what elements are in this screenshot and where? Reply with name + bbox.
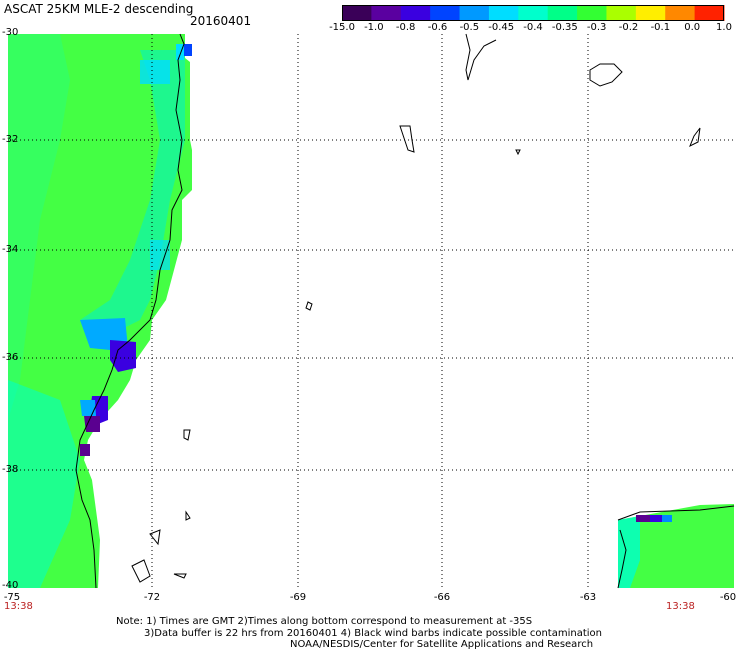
lat-label: -34 — [2, 244, 19, 255]
swath-left — [8, 34, 192, 588]
colorbar-swatch — [371, 5, 402, 21]
lat-label: -38 — [2, 464, 19, 475]
colorbar-label: -0.6 — [427, 22, 448, 33]
colorbar-label: -0.4 — [523, 22, 543, 33]
colorbar-swatch — [665, 5, 696, 21]
colorbar-swatch — [606, 5, 637, 21]
lon-label: -63 — [579, 592, 597, 603]
lon-label: -60 — [719, 592, 737, 603]
colorbar-swatch — [488, 5, 519, 21]
swath-right — [618, 504, 734, 588]
colorbar-label: -1.0 — [364, 22, 384, 33]
colorbar-label: -0.5 — [459, 22, 480, 33]
coastlines — [75, 33, 735, 589]
lon-label: -75 — [3, 592, 21, 603]
colorbar-swatch — [430, 5, 461, 21]
colorbar-label: -0.2 — [618, 22, 639, 33]
product-date: 20160401 — [190, 14, 252, 28]
lon-label: -69 — [289, 592, 307, 603]
colorbar-label: -0.3 — [586, 22, 607, 33]
colorbar-label: -0.1 — [650, 22, 671, 33]
time-label-left: 13:38 — [4, 601, 33, 612]
colorbar-swatch — [400, 5, 431, 21]
colorbar-swatch — [577, 5, 607, 21]
colorbar — [342, 5, 724, 21]
colorbar-label: -15.0 — [329, 22, 355, 33]
colorbar-swatch — [547, 5, 578, 21]
colorbar-swatches — [342, 5, 725, 21]
lon-label: -66 — [433, 592, 451, 603]
lat-label: -40 — [2, 580, 19, 591]
colorbar-swatch — [518, 5, 549, 21]
colorbar-label: 1.0 — [716, 22, 732, 33]
footer-credit: NOAA/NESDIS/Center for Satellite Applica… — [290, 639, 594, 650]
colorbar-swatch — [342, 5, 372, 21]
colorbar-label: -0.35 — [551, 22, 578, 33]
time-label-right: 13:38 — [666, 601, 695, 612]
colorbar-label: 0.0 — [684, 22, 701, 33]
lat-label: -32 — [2, 134, 19, 145]
colorbar-swatch — [635, 5, 666, 21]
colorbar-label: -0.45 — [488, 22, 515, 33]
colorbar-swatch — [459, 5, 490, 21]
colorbar-labels: -15.0 -1.0 -0.8 -0.6 -0.5 -0.45 -0.4 -0.35 -0.3-… — [329, 22, 732, 36]
colorbar-swatch — [694, 5, 725, 21]
colorbar-label: -0.8 — [395, 22, 416, 33]
product-title: ASCAT 25KM MLE-2 descending — [4, 2, 194, 16]
footer-note-1: Note: 1) Times are GMT 2)Times along bot… — [116, 616, 533, 627]
footer-note-2: 3)Data buffer is 22 hrs from 20160401 4)… — [144, 628, 602, 639]
lat-label: -30 — [2, 27, 19, 38]
lat-label: -36 — [2, 352, 19, 363]
lon-label: -72 — [143, 592, 161, 603]
gridlines — [8, 34, 734, 588]
